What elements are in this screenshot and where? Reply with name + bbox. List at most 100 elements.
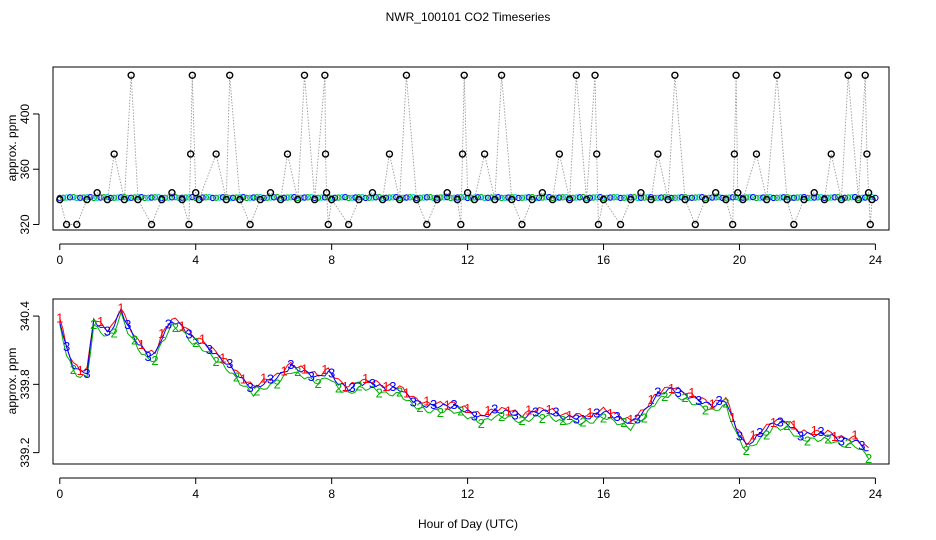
raw-point — [565, 195, 574, 204]
baseline-point — [270, 194, 278, 201]
raw-point — [491, 195, 499, 204]
baseline-point — [362, 194, 369, 202]
series-3-marker: 3 — [797, 428, 804, 443]
baseline-point — [518, 194, 526, 201]
baseline-point — [484, 194, 492, 201]
bottom-x-tick-label: 12 — [461, 487, 475, 501]
series-2-marker: 2 — [743, 443, 750, 458]
bottom-x-tick-label: 16 — [597, 487, 611, 501]
raw-point — [158, 195, 166, 204]
baseline-point — [348, 194, 356, 201]
series-2-marker: 2 — [478, 416, 485, 431]
series-1-marker: 1 — [749, 428, 756, 443]
top-y-tick-label: 360 — [18, 159, 32, 179]
raw-point — [276, 195, 285, 204]
baseline-point — [128, 194, 135, 201]
series-3-marker: 3 — [654, 384, 661, 399]
raw-point — [593, 150, 601, 158]
series-2-marker: 2 — [457, 404, 464, 419]
raw-point — [186, 150, 195, 158]
series-2-marker: 2 — [294, 364, 301, 379]
series-2-marker: 2 — [783, 418, 790, 433]
series-2-marker: 2 — [702, 403, 709, 418]
raw-point — [868, 195, 876, 204]
raw-point — [728, 220, 737, 229]
raw-point — [637, 189, 645, 197]
raw-point — [433, 195, 441, 204]
raw-point — [864, 189, 873, 197]
raw-point — [147, 220, 156, 229]
series-1-marker: 1 — [382, 379, 389, 394]
bottom-x-axis: 0 4 8 12 16 20 24 — [56, 477, 882, 501]
raw-point — [480, 150, 489, 158]
x-axis-label: Hour of Day (UTC) — [418, 517, 518, 531]
raw-point — [790, 220, 798, 229]
series-1-marker: 1 — [56, 310, 63, 325]
series-3-marker: 3 — [634, 411, 641, 426]
baseline-point — [845, 194, 852, 201]
series-2-marker: 2 — [600, 410, 607, 425]
baseline-point — [607, 194, 614, 201]
raw-point — [555, 150, 564, 158]
series-1-marker: 1 — [240, 372, 247, 387]
top-y-tick-label: 320 — [18, 214, 32, 234]
raw-point — [762, 195, 771, 204]
series-2-marker: 2 — [111, 325, 118, 340]
raw-point — [866, 220, 875, 229]
baseline-point — [811, 194, 818, 201]
series-2-marker: 2 — [661, 389, 668, 404]
top-panel: 0 4 8 12 16 20 24 320 360 400 approx. ppm — [5, 66, 890, 267]
bottom-y-tick-label: 340.4 — [18, 301, 32, 331]
series-2-marker: 2 — [314, 376, 321, 391]
series-1-marker: 1 — [301, 361, 308, 376]
baseline-point — [287, 194, 295, 201]
raw-point — [701, 195, 710, 204]
baseline-point — [444, 193, 451, 201]
series-2-marker: 2 — [131, 333, 138, 348]
baseline-point — [111, 194, 118, 201]
baseline-point — [267, 194, 274, 201]
raw-point — [773, 71, 781, 79]
raw-point — [463, 189, 472, 197]
series-3-marker: 3 — [512, 408, 519, 423]
series-2-marker: 2 — [416, 400, 423, 415]
baseline-point — [185, 194, 193, 201]
raw-point — [134, 195, 142, 204]
series-1-marker: 1 — [423, 393, 430, 408]
baseline-point — [212, 194, 220, 201]
raw-point — [647, 195, 655, 204]
series-2-marker: 2 — [722, 396, 729, 411]
series-2-marker: 2 — [355, 379, 362, 394]
series-2-line — [59, 310, 870, 460]
raw-point — [497, 71, 506, 79]
raw-point — [854, 195, 863, 204]
baseline-point — [206, 193, 213, 201]
series-1-marker: 1 — [484, 403, 491, 418]
raw-point — [800, 195, 808, 204]
baseline-point — [145, 194, 152, 201]
series-1-marker: 1 — [729, 410, 736, 425]
raw-point — [734, 189, 742, 197]
top-x-tick-label: 8 — [328, 253, 335, 267]
series-2-marker: 2 — [151, 353, 158, 368]
raw-point — [62, 220, 71, 229]
series-1-marker: 1 — [525, 402, 532, 417]
raw-series-line — [59, 75, 873, 226]
series-3-marker: 3 — [471, 409, 478, 424]
series-1-marker: 1 — [117, 301, 124, 316]
series-3-marker: 3 — [736, 429, 743, 444]
series-2-marker: 2 — [824, 431, 831, 446]
bottom-y-axis-label: approx. ppm — [5, 348, 19, 415]
top-plot-frame — [52, 66, 890, 231]
baseline-point — [284, 194, 291, 201]
series-1-marker: 1 — [403, 386, 410, 401]
baseline-point — [576, 194, 583, 201]
series-3-marker: 3 — [83, 366, 90, 381]
raw-point — [820, 195, 829, 204]
baseline-point — [712, 194, 719, 201]
baseline-point — [229, 194, 237, 201]
raw-point — [378, 195, 387, 204]
series-2-marker: 2 — [172, 320, 179, 335]
raw-point — [168, 189, 176, 197]
